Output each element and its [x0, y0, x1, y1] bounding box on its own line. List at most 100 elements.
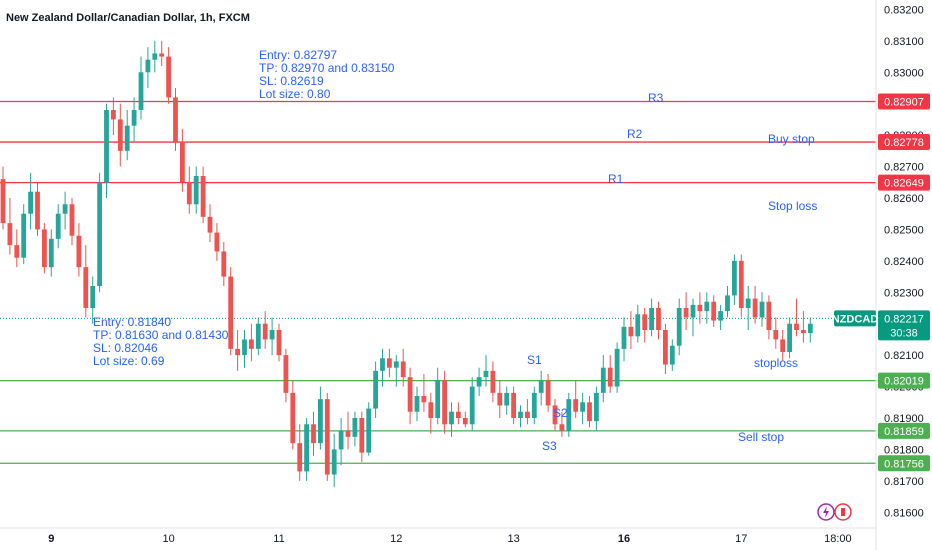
x-tick-label: 13: [507, 533, 519, 545]
level-badge-r1: [878, 174, 930, 191]
level-badge-s2: [878, 422, 930, 439]
candle-body: [55, 213, 61, 239]
candle-body: [28, 191, 33, 214]
candle-body: [531, 392, 537, 418]
candle-body: [462, 418, 468, 425]
candle-body: [573, 399, 579, 412]
candle-body: [407, 377, 413, 412]
level-badge-text: 0.82649: [884, 178, 924, 190]
candle-body: [83, 267, 89, 308]
candle-body: [497, 392, 503, 406]
level-badge-s1: [878, 372, 930, 389]
candle-body: [766, 301, 772, 330]
candle-body: [255, 323, 261, 349]
candle-body: [469, 386, 475, 425]
candle-body: [111, 110, 116, 120]
candle-body: [14, 245, 20, 258]
candle-body: [538, 380, 544, 393]
level-badge-text: 0.82019: [884, 376, 924, 388]
candle-body: [518, 411, 523, 418]
candle-body: [131, 110, 137, 126]
x-tick-label: 9: [48, 533, 54, 545]
sell-annotation-box: Entry: 0.81840 TP: 0.81630 and 0.81430 S…: [93, 315, 229, 368]
candle-body: [525, 411, 530, 418]
level-badge-r2: [878, 134, 930, 151]
r2-label: R2: [627, 127, 643, 141]
candle-body: [580, 402, 585, 412]
candle-body: [414, 396, 420, 412]
r3-label: R3: [648, 91, 664, 105]
candle-body: [511, 392, 516, 418]
buy-sl-text: SL: 0.82619: [259, 74, 324, 88]
candle-body: [635, 314, 641, 337]
candle-body: [62, 204, 68, 214]
candle-body: [186, 182, 192, 205]
candle-body: [290, 392, 296, 444]
candle-body: [600, 367, 606, 393]
y-tick-label: 0.81900: [884, 413, 924, 425]
candle-body: [373, 370, 378, 409]
s3-label: S3: [542, 439, 557, 453]
y-tick-label: 0.82700: [884, 162, 924, 174]
candle-body: [421, 396, 427, 403]
sell-tp-text: TP: 0.81630 and 0.81430: [93, 328, 229, 342]
candle-body: [732, 260, 737, 296]
buy-lot-text: Lot size: 0.80: [259, 87, 331, 101]
s2-label: S2: [553, 406, 568, 420]
y-tick-label: 0.81600: [884, 507, 924, 519]
candle-body: [214, 232, 220, 252]
level-badge-text: 0.81859: [884, 426, 924, 438]
symbol-badge-text: NZDCAD: [832, 313, 878, 325]
candle-body: [393, 361, 399, 368]
candle-body: [7, 223, 13, 246]
x-tick-label: 18:00: [824, 533, 852, 545]
current-price-text: 0.82217: [884, 313, 924, 325]
y-tick-label: 0.82400: [884, 256, 924, 268]
level-lines: [0, 100, 876, 464]
candle-body: [738, 260, 744, 308]
candle-body: [262, 323, 268, 340]
candle-body: [773, 330, 779, 340]
candle-body: [400, 361, 406, 378]
candle-body: [380, 358, 385, 371]
candle-body: [552, 405, 558, 425]
candle-body: [276, 330, 282, 356]
buy-stop-label: Buy stop: [768, 132, 815, 146]
candle-body: [704, 301, 710, 312]
candle-body: [483, 370, 489, 378]
sell-stop-label: Sell stop: [738, 430, 784, 444]
candle-body: [435, 380, 441, 418]
symbol-badge: [834, 310, 876, 327]
candle-body: [490, 370, 496, 393]
candle-body: [456, 411, 461, 418]
candle-body: [104, 110, 109, 183]
x-tick-label: 11: [273, 533, 284, 545]
candle-body: [124, 125, 130, 151]
candle-body: [628, 326, 634, 337]
time-axis[interactable]: 9 10 11 12 13 16 17 18:00: [0, 527, 876, 545]
x-tick-label: 17: [735, 533, 747, 545]
candle-body: [649, 308, 654, 330]
y-tick-label: 0.81700: [884, 476, 924, 488]
candle-body: [559, 424, 565, 431]
candle-body: [173, 97, 178, 142]
event-icons[interactable]: [817, 503, 852, 521]
candle-body: [587, 402, 592, 422]
price-badges: 0.82907 0.82778 0.82649 0.82019 0.81859 0.817…: [832, 93, 930, 472]
candle-body: [42, 229, 47, 268]
sell-entry-text: Entry: 0.81840: [93, 315, 171, 329]
candle-body: [759, 301, 765, 318]
candle-body: [117, 119, 123, 151]
candle-body: [269, 330, 275, 340]
candle-body: [331, 449, 337, 475]
candle-body: [138, 72, 144, 110]
candle-body: [545, 380, 551, 406]
candle-body: [656, 308, 661, 330]
candle-body: [97, 182, 102, 286]
candle-body: [801, 330, 806, 334]
stop-loss-label: Stop loss: [768, 199, 817, 213]
buy-annotation-box: Entry: 0.82797 TP: 0.82970 and 0.83150 S…: [259, 48, 395, 101]
candle-body: [242, 339, 247, 356]
candle-body: [283, 355, 289, 393]
